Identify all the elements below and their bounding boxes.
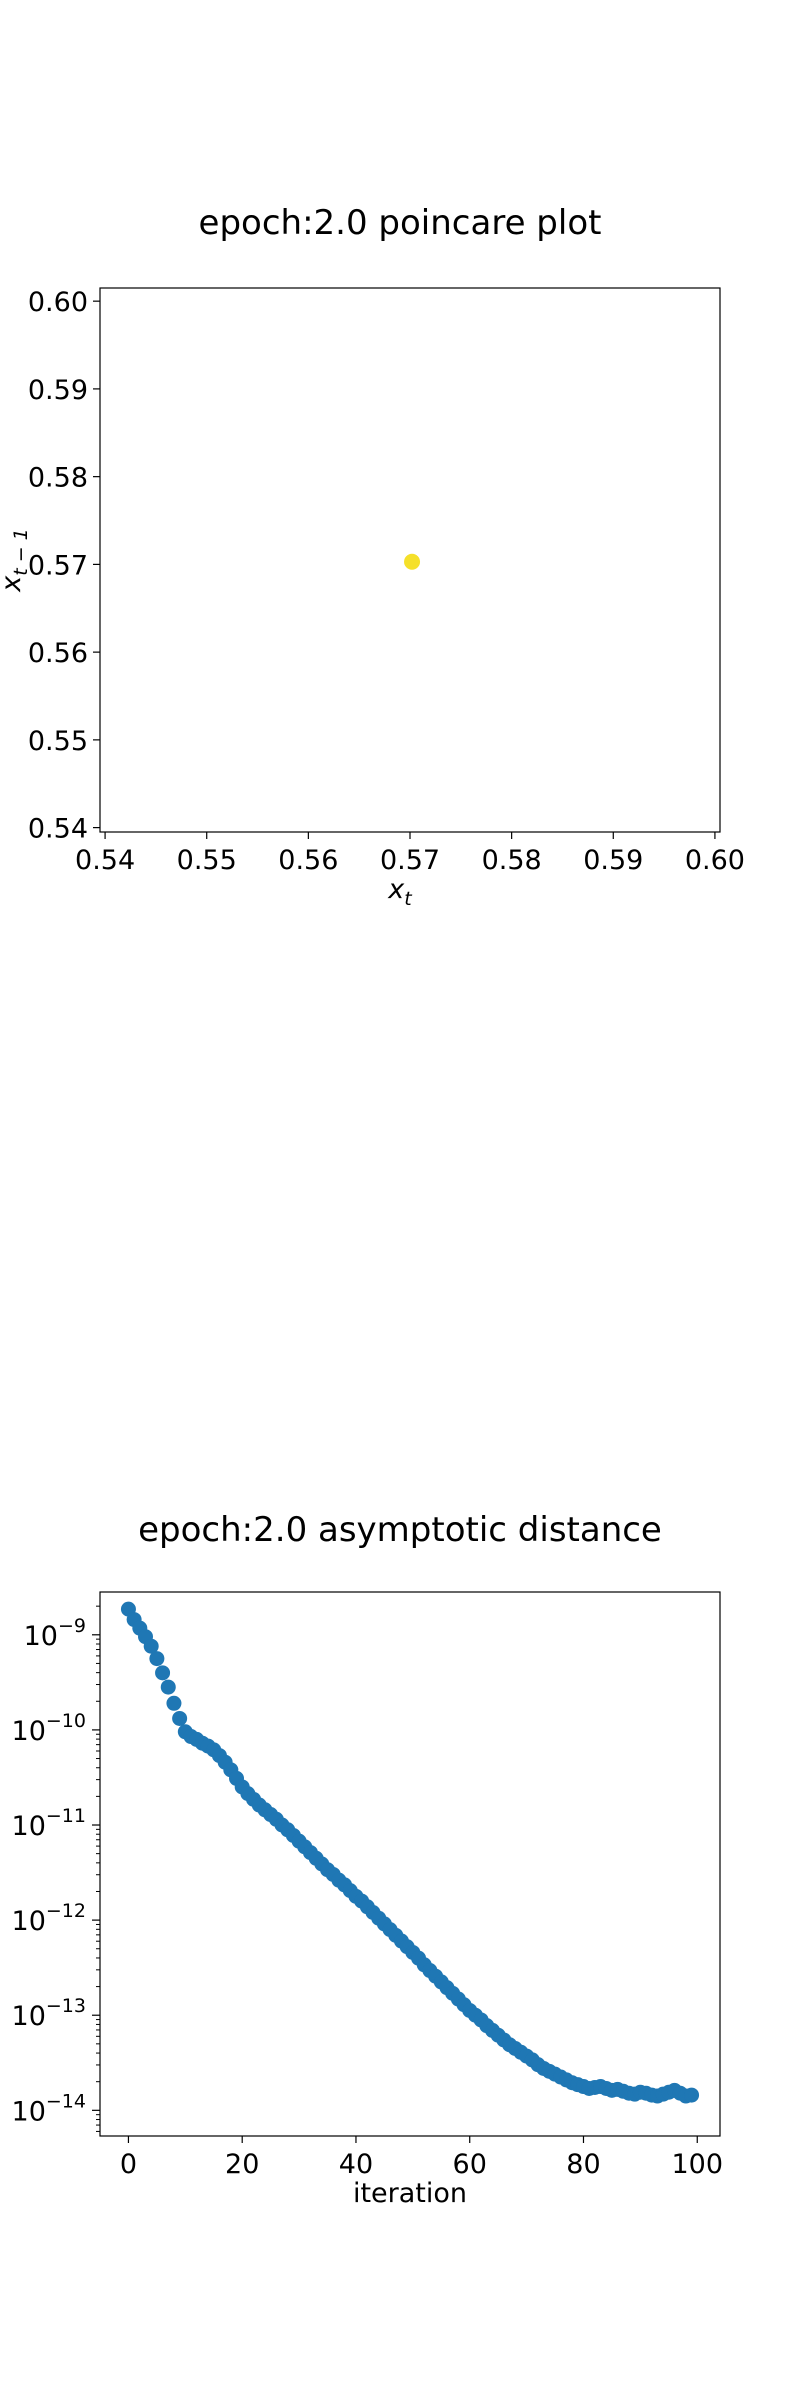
asymptotic-plot-frame bbox=[99, 1591, 721, 2137]
y-tick-label: 0.55 bbox=[28, 726, 88, 757]
poincare-xlabel: xt bbox=[387, 874, 413, 910]
data-point bbox=[160, 1679, 176, 1695]
x-tick-label: 60 bbox=[453, 2149, 487, 2180]
data-point bbox=[172, 1710, 188, 1726]
asymptotic-ticks: 0 20 40 60 80 100 10−9 10−10 10−11 10−12 10−13 10−1… bbox=[12, 1605, 723, 2180]
data-point bbox=[684, 2087, 700, 2103]
x-tick-label: 0.56 bbox=[278, 845, 338, 876]
x-tick-label: 0.58 bbox=[482, 845, 542, 876]
data-point bbox=[149, 1651, 165, 1667]
poincare-ticks: 0.54 0.55 0.56 0.57 0.58 0.59 0.60 0.54 0.55 0.56… bbox=[28, 287, 745, 876]
data-point bbox=[166, 1695, 182, 1711]
x-tick-label: 40 bbox=[339, 2149, 373, 2180]
y-tick-label: 10−10 bbox=[12, 1710, 86, 1747]
y-tick-label: 0.60 bbox=[28, 287, 88, 318]
y-tick-label: 0.58 bbox=[28, 463, 88, 494]
y-tick-label: 0.59 bbox=[28, 375, 88, 406]
y-tick-label: 0.56 bbox=[28, 638, 88, 669]
y-tick-label: 10−12 bbox=[12, 1900, 86, 1937]
x-tick-label: 0.57 bbox=[380, 845, 440, 876]
poincare-points bbox=[404, 553, 421, 570]
y-tick-label: 10−9 bbox=[24, 1615, 86, 1652]
x-tick-label: 0 bbox=[120, 2149, 137, 2180]
y-tick-label: 10−13 bbox=[12, 1995, 86, 2032]
x-tick-label: 0.60 bbox=[685, 845, 745, 876]
data-point bbox=[404, 553, 421, 570]
poincare-ylabel: xt − 1 bbox=[0, 528, 32, 593]
y-tick-label: 10−14 bbox=[12, 2090, 86, 2127]
x-tick-label: 20 bbox=[225, 2149, 259, 2180]
y-tick-label: 0.57 bbox=[28, 550, 88, 581]
asymptotic-points bbox=[120, 1601, 700, 2104]
x-tick-label: 100 bbox=[671, 2149, 723, 2180]
chart-title-asymptotic: epoch:2.0 asymptotic distance bbox=[138, 1510, 662, 1550]
x-tick-label: 0.55 bbox=[177, 845, 237, 876]
asymptotic-xlabel: iteration bbox=[353, 2178, 467, 2209]
x-tick-label: 80 bbox=[566, 2149, 600, 2180]
chart-title-poincare: epoch:2.0 poincare plot bbox=[198, 203, 602, 243]
x-tick-label: 0.54 bbox=[75, 845, 135, 876]
data-point bbox=[143, 1638, 159, 1654]
y-tick-label: 10−11 bbox=[12, 1805, 86, 1842]
x-tick-label: 0.59 bbox=[583, 845, 643, 876]
y-tick-label: 0.54 bbox=[28, 814, 88, 845]
data-point bbox=[155, 1665, 171, 1681]
